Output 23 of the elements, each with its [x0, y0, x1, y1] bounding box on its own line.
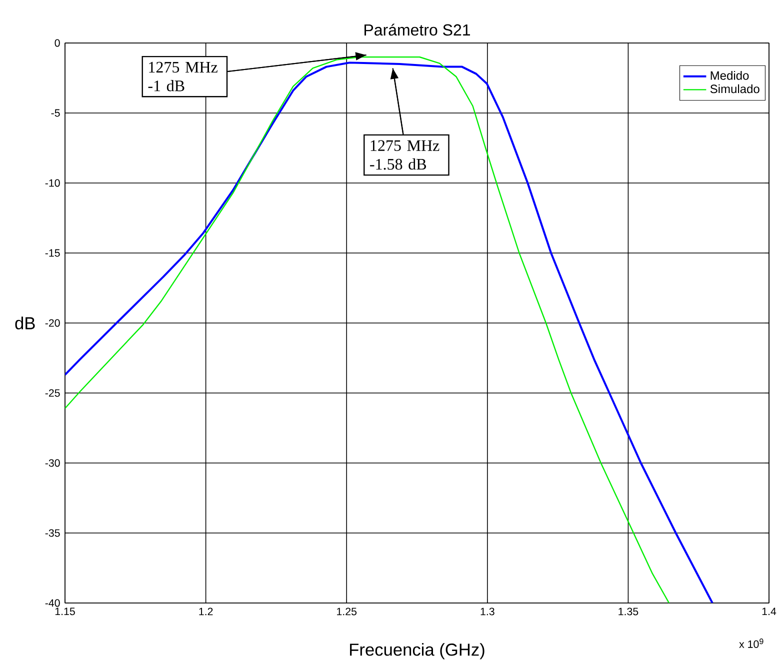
x-tick-label: 1.25: [337, 608, 357, 616]
x-tick-label: 1.3: [480, 608, 494, 616]
x-tick-label: 1.35: [618, 608, 638, 616]
y-tick-label: -5: [51, 109, 60, 117]
y-axis-title: dB: [15, 316, 35, 330]
chart-title: Parámetro S21: [364, 24, 470, 36]
y-tick-label: -25: [45, 389, 60, 397]
y-tick-label: -35: [45, 529, 60, 537]
legend-label: Simulado: [710, 84, 760, 94]
y-tick-label: 0: [54, 39, 60, 47]
x-tick-label: 1.15: [55, 608, 75, 616]
annotation: 1275 MHz -1.58 dB: [370, 140, 440, 170]
y-tick-label: -15: [45, 249, 60, 257]
y-tick-label: -30: [45, 459, 60, 467]
y-tick-label: -20: [45, 319, 60, 327]
text: x 10$^{9}$: [739, 638, 764, 648]
x-axis-title: Frecuencia (GHz): [350, 643, 484, 660]
y-tick-label: -10: [45, 179, 60, 187]
x-tick-label: 1.4: [762, 608, 776, 616]
legend-label: Medido: [710, 70, 749, 80]
annotation: 1275 MHz -1 dB: [148, 62, 218, 92]
x-tick-label: 1.2: [199, 608, 213, 616]
y-tick-label: -40: [45, 599, 60, 607]
